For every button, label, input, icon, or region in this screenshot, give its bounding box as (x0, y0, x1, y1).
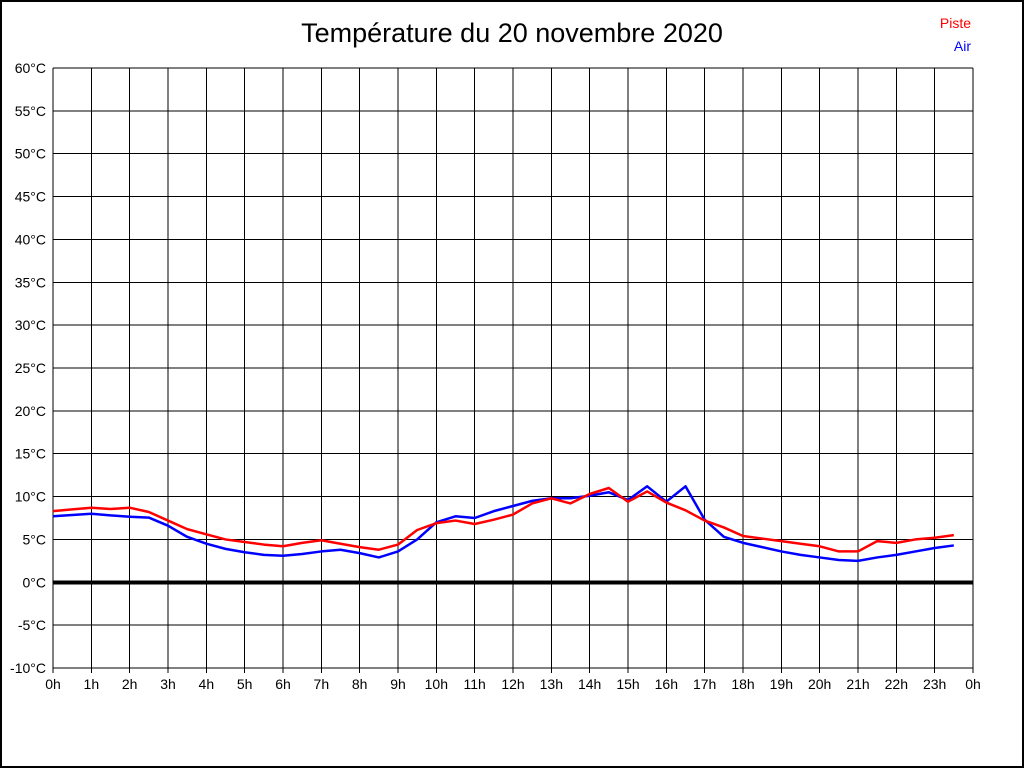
x-tick-label: 17h (693, 676, 716, 692)
x-tick-label: 16h (655, 676, 678, 692)
legend: Piste Air (940, 12, 971, 58)
x-tick-label: 5h (237, 676, 253, 692)
x-tick-label: 0h (965, 676, 981, 692)
x-tick-label: 0h (45, 676, 61, 692)
x-tick-label: 2h (122, 676, 138, 692)
x-tick-label: 20h (808, 676, 831, 692)
air-line (52, 485, 954, 563)
y-tick-label: 10°C (15, 489, 46, 505)
x-tick-label: 21h (846, 676, 869, 692)
x-tick-label: 18h (731, 676, 754, 692)
x-tick-label: 8h (352, 676, 368, 692)
x-tick-label: 15h (616, 676, 639, 692)
x-tick-label: 3h (160, 676, 176, 692)
x-tick-label: 22h (885, 676, 908, 692)
legend-piste-label: Piste (939, 15, 971, 31)
piste-line (52, 486, 954, 553)
x-tick-label: 9h (390, 676, 406, 692)
y-tick-label: 35°C (15, 274, 46, 290)
y-tick-label: 30°C (15, 317, 46, 333)
x-tick-label: 6h (275, 676, 291, 692)
x-tick-label: 23h (923, 676, 946, 692)
y-tick-label: 0°C (23, 574, 47, 590)
y-tick-label: 40°C (15, 231, 46, 247)
x-tick-label: 11h (464, 676, 486, 692)
x-tick-label: 12h (501, 676, 524, 692)
x-tick-label: 1h (84, 676, 100, 692)
x-tick-label: 13h (540, 676, 563, 692)
x-tick-label: 14h (578, 676, 601, 692)
y-tick-label: -10°C (10, 660, 46, 676)
x-tick-label: 7h (314, 676, 330, 692)
x-tick-label: 4h (199, 676, 215, 692)
y-tick-label: 5°C (23, 531, 47, 547)
y-tick-label: 45°C (15, 189, 46, 205)
y-tick-label: 50°C (15, 146, 46, 162)
legend-air-label: Air (953, 38, 971, 54)
y-tick-label: -5°C (18, 617, 46, 633)
y-tick-label: 55°C (15, 103, 46, 119)
chart-title: Température du 20 novembre 2020 (301, 18, 723, 48)
x-tick-label: 10h (425, 676, 448, 692)
y-tick-label: 25°C (15, 360, 46, 376)
y-tick-label: 20°C (15, 403, 46, 419)
y-tick-label: 60°C (15, 60, 46, 76)
x-tick-label: 19h (770, 676, 793, 692)
y-tick-label: 15°C (15, 446, 46, 462)
